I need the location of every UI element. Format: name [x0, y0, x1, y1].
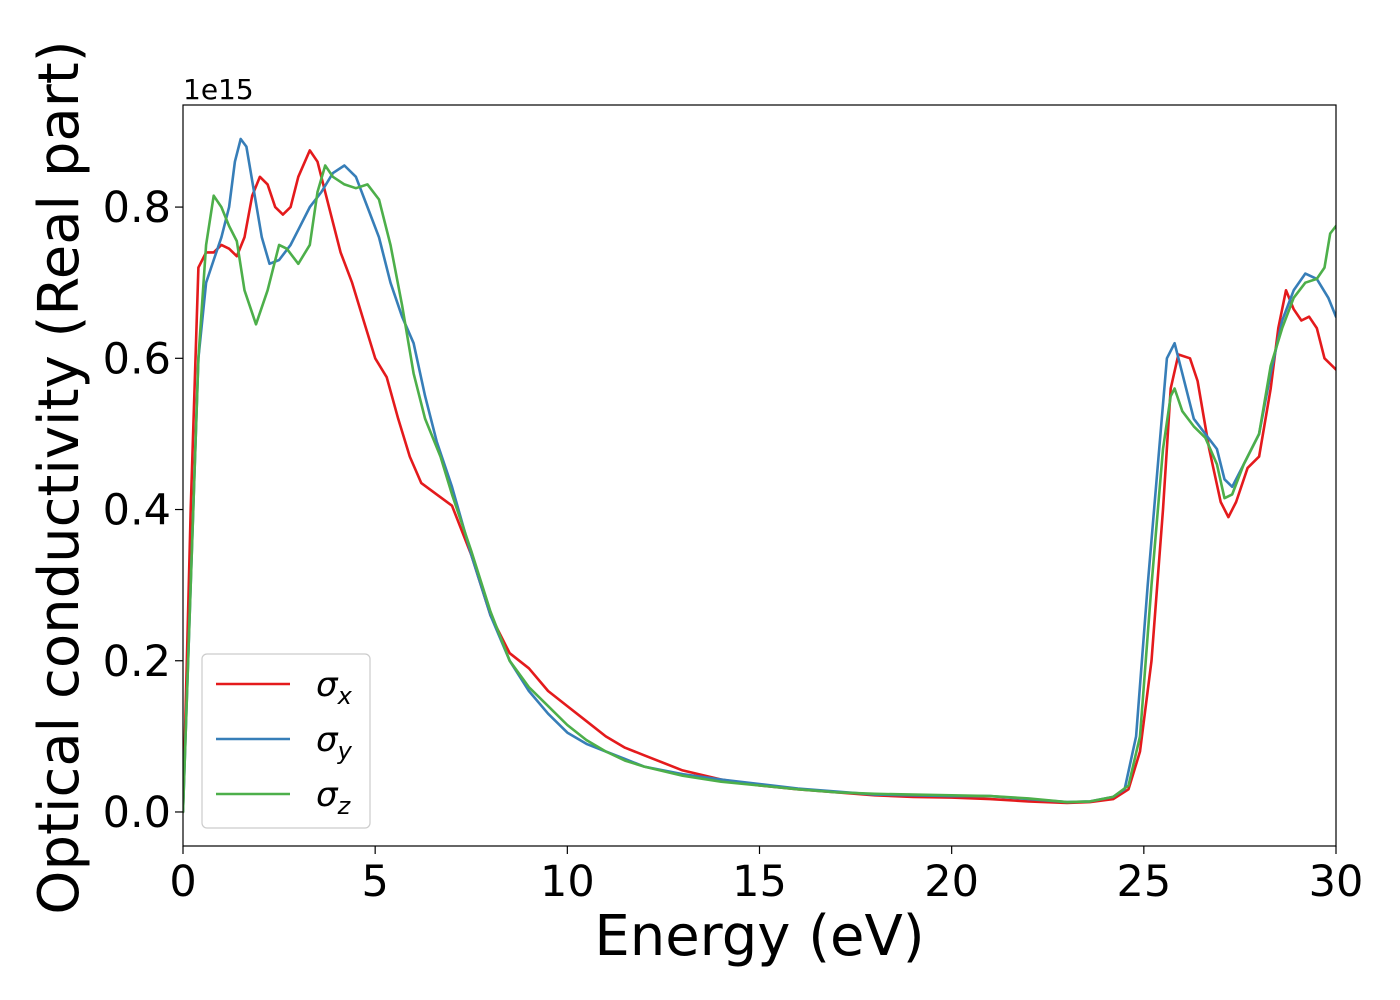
legend-label-sigma-x: σx [316, 665, 353, 710]
y-tick-label: 0.4 [103, 486, 171, 536]
legend: σx σy σz [201, 653, 371, 829]
y-tick-label: 0.2 [103, 637, 171, 687]
legend-box [201, 653, 371, 829]
x-tick-label: 20 [924, 857, 979, 907]
x-tick-label: 25 [1116, 857, 1171, 907]
y-axis: 0.0 0.2 0.4 0.6 0.8 [103, 183, 183, 838]
x-tick-label: 15 [732, 857, 787, 907]
x-tick-label: 30 [1309, 857, 1364, 907]
series-line-sigma-x [183, 149, 1336, 814]
y-axis-title: Optical conductivity (Real part) [27, 40, 92, 914]
legend-label-sigma-y: σy [316, 720, 353, 765]
x-tick-label: 5 [361, 857, 388, 907]
y-tick-label: 0.0 [103, 788, 171, 838]
x-axis: 0 5 10 15 20 25 30 [169, 846, 1363, 907]
legend-label-sigma-z: σz [316, 775, 352, 820]
series-line-sigma-z [183, 164, 1336, 814]
y-tick-label: 0.6 [103, 334, 171, 384]
series-layer [183, 137, 1336, 814]
x-tick-label: 10 [540, 857, 595, 907]
x-tick-label: 0 [169, 857, 196, 907]
x-axis-title: Energy (eV) [594, 904, 924, 969]
y-tick-label: 0.8 [103, 183, 171, 233]
y-offset-label: 1e15 [183, 73, 254, 106]
